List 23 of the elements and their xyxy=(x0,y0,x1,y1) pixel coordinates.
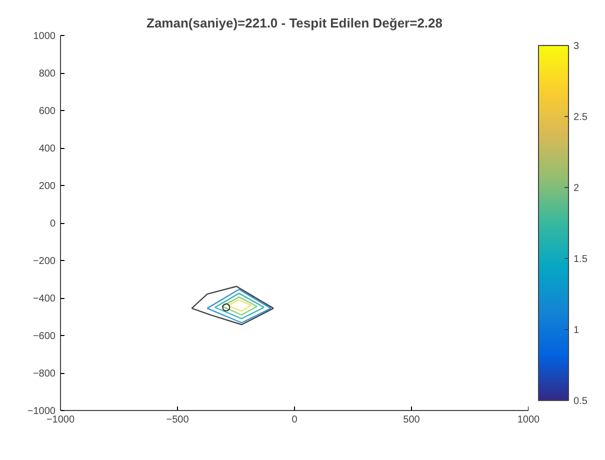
color-bar-label: 1.5 xyxy=(574,254,588,265)
color-bar-label: 0.5 xyxy=(574,396,588,407)
x-tick-label: −500 xyxy=(166,414,190,426)
x-tick-label: 0 xyxy=(292,414,298,426)
x-tick-label: 1000 xyxy=(517,414,540,426)
chart-title: Zaman(saniye)=221.0 - Tespit Edilen Değer=2.28 xyxy=(146,16,442,30)
y-tick-label: −800 xyxy=(32,368,56,380)
y-tick-label: 800 xyxy=(38,68,56,80)
color-bar-label: 2 xyxy=(574,183,580,194)
y-tick-label: 1000 xyxy=(33,31,56,42)
y-tick-label: 0 xyxy=(50,218,56,230)
x-tick-label: −1000 xyxy=(46,414,75,426)
y-tick-label: −600 xyxy=(32,331,56,342)
y-tick-label: −1000 xyxy=(27,406,56,417)
color-bar-label: 2.5 xyxy=(574,112,588,123)
x-tick-label: 500 xyxy=(403,414,420,426)
y-tick-label: 200 xyxy=(38,181,56,192)
y-tick-label: −400 xyxy=(32,294,56,304)
y-tick-label: 600 xyxy=(38,106,56,117)
color-bar-label: 3 xyxy=(574,41,580,52)
y-tick-label: −200 xyxy=(32,256,56,267)
y-tick-label: 400 xyxy=(38,144,56,154)
color-bar-label: 1 xyxy=(574,325,580,336)
